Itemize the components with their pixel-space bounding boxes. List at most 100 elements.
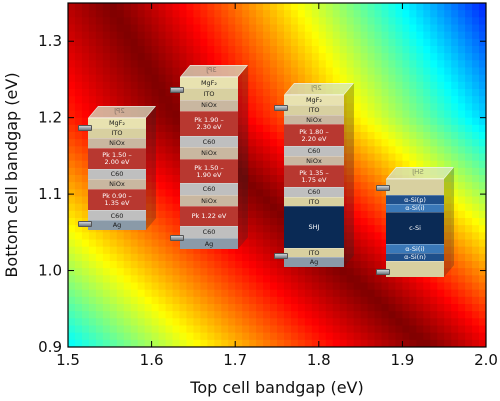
heatmap-cell (193, 46, 201, 54)
heatmap-cell (172, 210, 181, 219)
heatmap-cell (172, 74, 181, 83)
heatmap-cell (388, 110, 397, 119)
heatmap-cell (458, 175, 466, 183)
heatmap-cell (325, 339, 334, 347)
heatmap-cell (68, 182, 76, 190)
heatmap-cell (416, 282, 424, 291)
heatmap-cell (68, 53, 76, 61)
heatmap-cell (402, 332, 410, 341)
heatmap-cell (109, 332, 118, 341)
heatmap-cell (346, 182, 355, 190)
heatmap-cell (444, 3, 452, 11)
heatmap-cell (207, 311, 215, 319)
heatmap-cell (479, 232, 486, 241)
heatmap-cell (277, 182, 285, 190)
heatmap-cell (437, 96, 445, 104)
heatmap-cell (151, 167, 160, 176)
heatmap-cell (74, 304, 83, 312)
heatmap-cell (360, 67, 369, 76)
heatmap-cell (81, 103, 90, 112)
heatmap-cell (458, 124, 466, 133)
heatmap-cell (360, 46, 369, 54)
heatmap-cell (381, 225, 390, 233)
heatmap-cell (360, 246, 369, 255)
heatmap-cell (297, 53, 306, 61)
heatmap-cell (270, 182, 278, 190)
heatmap-cell (479, 239, 486, 248)
heatmap-cell (102, 268, 111, 276)
heatmap-cell (172, 96, 181, 104)
heatmap-cell (235, 110, 243, 119)
heatmap-cell (200, 304, 208, 312)
heatmap-cell (388, 153, 397, 162)
heatmap-cell (123, 332, 132, 341)
heatmap-cell (325, 268, 334, 276)
heatmap-cell (263, 17, 271, 26)
heatmap-cell (172, 268, 181, 276)
heatmap-cell (81, 38, 90, 47)
heatmap-cell (367, 325, 376, 334)
heatmap-cell (451, 10, 459, 18)
heatmap-cell (325, 275, 334, 284)
stack-layer: Pk 1.90 – 2.30 eV (180, 110, 238, 137)
heatmap-cell (130, 31, 139, 40)
heatmap-cell (165, 103, 174, 112)
heatmap-cell (151, 225, 160, 233)
heatmap-cell (402, 110, 410, 119)
heatmap-cell (172, 175, 181, 183)
heatmap-cell (388, 275, 397, 284)
heatmap-cell (325, 17, 334, 26)
heatmap-cell (256, 124, 264, 133)
heatmap-cell (409, 124, 417, 133)
heatmap-cell (270, 325, 278, 334)
heatmap-cell (200, 31, 208, 40)
heatmap-cell (374, 196, 383, 205)
heatmap-cell (200, 311, 208, 319)
heatmap-cell (346, 253, 355, 262)
heatmap-cell (214, 10, 222, 18)
heatmap-cell (88, 325, 97, 334)
heatmap-cell (158, 124, 167, 133)
heatmap-cell (346, 332, 355, 341)
heatmap-cell (228, 24, 236, 33)
heatmap-cell (95, 24, 104, 33)
heatmap-cell (158, 203, 167, 212)
heatmap-cell (367, 332, 376, 341)
heatmap-cell (74, 96, 83, 104)
heatmap-cell (88, 17, 97, 26)
heatmap-cell (388, 24, 397, 33)
heatmap-cell (74, 175, 83, 183)
heatmap-cell (165, 296, 174, 305)
heatmap-cell (81, 175, 90, 183)
heatmap-cell (381, 203, 390, 212)
heatmap-cell (297, 10, 306, 18)
heatmap-cell (277, 275, 285, 284)
heatmap-cell (339, 296, 348, 305)
heatmap-cell (235, 175, 243, 183)
heatmap-cell (74, 60, 83, 69)
heatmap-cell (249, 117, 257, 126)
heatmap-cell (130, 311, 139, 319)
heatmap-cell (339, 38, 348, 47)
heatmap-cell (235, 182, 243, 190)
heatmap-cell (311, 10, 320, 18)
heatmap-cell (95, 10, 104, 18)
heatmap-cell (235, 132, 243, 140)
heatmap-cell (472, 210, 480, 219)
heatmap-cell (346, 139, 355, 147)
heatmap-cell (479, 318, 486, 327)
heatmap-cell (402, 304, 410, 312)
heatmap-cell (367, 239, 376, 248)
heatmap-cell (137, 10, 146, 18)
heatmap-cell (193, 10, 201, 18)
heatmap-cell (179, 282, 188, 291)
heatmap-cell (388, 60, 397, 69)
heatmap-cell (221, 17, 229, 26)
heatmap-cell (353, 196, 362, 205)
heatmap-cell (193, 38, 201, 47)
heatmap-cell (472, 110, 480, 119)
heatmap-cell (311, 24, 320, 33)
heatmap-cell (416, 46, 424, 54)
heatmap-cell (172, 81, 181, 90)
heatmap-cell (123, 253, 132, 262)
